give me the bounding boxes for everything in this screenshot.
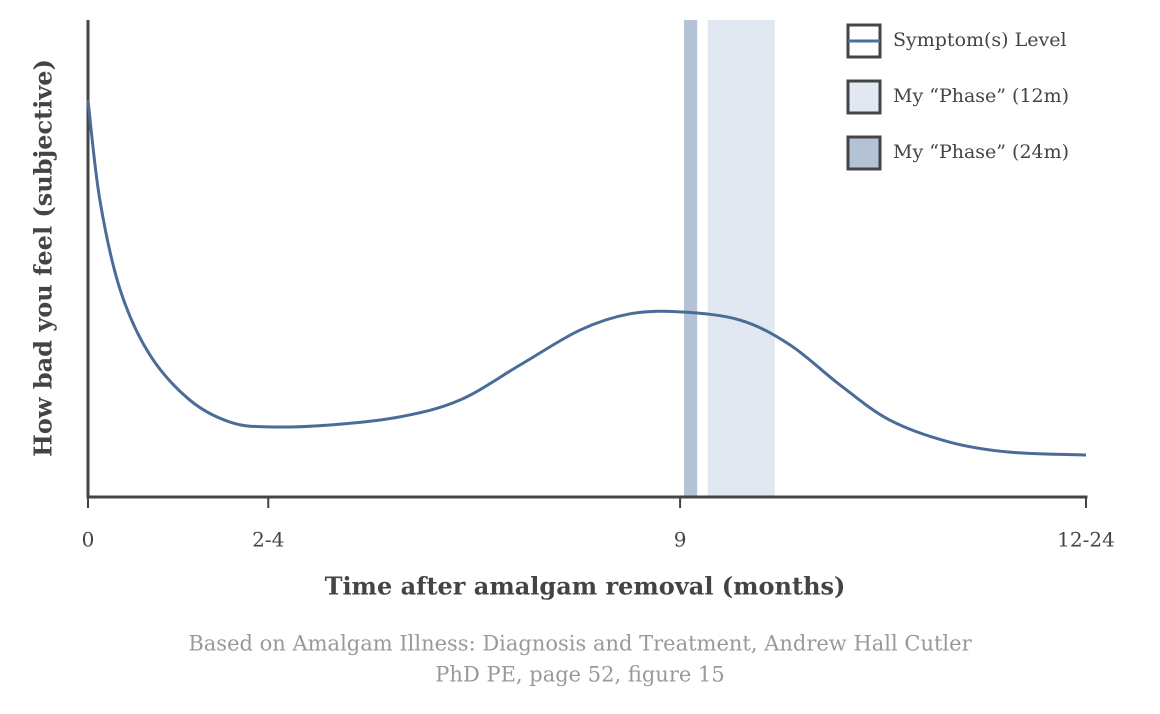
caption: PhD PE, page 52, figure 15 — [435, 663, 724, 687]
legend-label: My “Phase” (24m) — [893, 141, 1069, 163]
phase-band — [684, 20, 698, 497]
x-axis-label: Time after amalgam removal (months) — [325, 572, 846, 601]
phase-band — [707, 20, 775, 497]
x-tick-label: 12-24 — [1057, 528, 1115, 552]
x-tick-label: 9 — [674, 528, 687, 552]
caption: Based on Amalgam Illness: Diagnosis and … — [188, 632, 972, 656]
legend-label: Symptom(s) Level — [893, 29, 1067, 51]
y-axis-label: How bad you feel (subjective) — [29, 59, 58, 457]
x-tick-label: 0 — [82, 528, 95, 552]
x-tick-label: 2-4 — [252, 528, 284, 552]
symptom-line — [86, 99, 1087, 457]
legend-swatch — [846, 79, 882, 115]
legend-label: My “Phase” (12m) — [893, 85, 1069, 107]
legend-swatch — [846, 135, 882, 171]
